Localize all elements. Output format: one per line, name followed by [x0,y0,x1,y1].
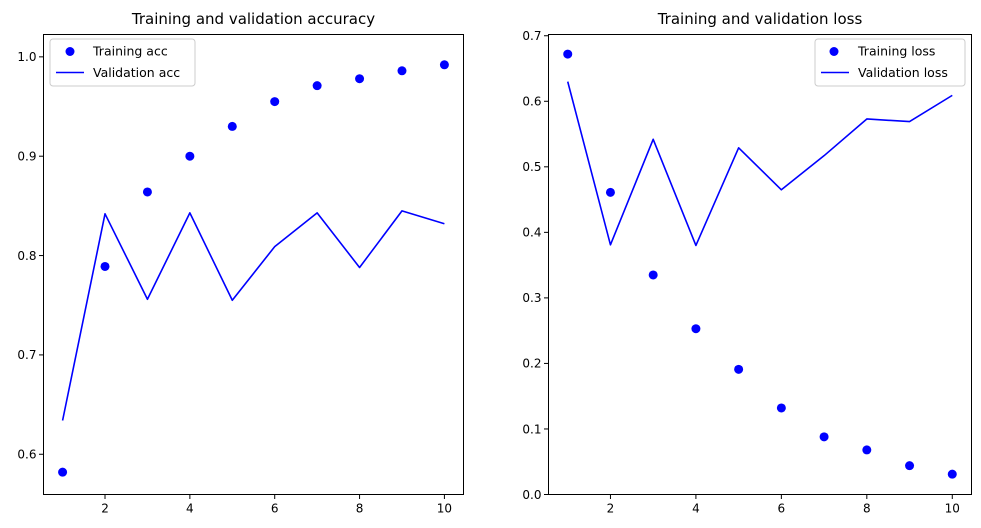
legend-marker-training-acc [65,47,75,56]
legend-box [814,38,966,87]
training-acc-point [142,187,152,197]
training-acc-point [439,60,449,70]
legend-label-training-loss: Training loss [857,44,935,59]
y-tick-label: 0.7 [522,29,541,43]
accuracy-chart-legend: Training acc Validation acc [49,38,196,87]
x-tick-label: 10 [437,502,452,516]
accuracy-chart-marks [58,60,449,477]
x-tick-label: 6 [271,502,279,516]
training-loss-point [691,324,701,334]
training-loss-point [862,445,872,455]
training-acc-point [397,66,407,76]
training-acc-point [227,121,237,131]
y-tick-label: 0.8 [17,249,36,263]
training-loss-point [605,187,615,197]
training-loss-point [648,270,658,280]
loss-chart-title: Training and validation loss [657,10,863,28]
training-loss-point [734,364,744,374]
training-loss-point [819,432,829,442]
y-tick-label: 0.3 [522,291,541,305]
training-acc-point [58,467,68,477]
loss-chart: Training and validation loss 2 4 6 8 10 0.0 0.… [522,10,972,516]
legend-box [49,38,196,87]
y-tick-label: 0.4 [522,226,541,240]
y-tick-label: 0.1 [522,422,541,436]
y-tick-label: 0.5 [522,160,541,174]
accuracy-chart: Training and validation accuracy 2 4 6 8 10 0… [17,10,464,516]
x-tick-label: 8 [863,502,871,516]
training-loss-point [947,469,957,479]
training-loss-point [905,461,915,471]
accuracy-chart-frame [43,34,464,495]
y-tick-label: 0.6 [17,448,36,462]
legend-marker-training-loss [829,47,839,56]
training-acc-point [100,261,110,271]
validation-loss-line [566,81,953,247]
y-tick-label: 0.9 [17,150,36,164]
training-loss-point [563,49,573,59]
loss-chart-frame [548,34,972,495]
accuracy-chart-ticks: 2 4 6 8 10 0.6 0.7 0.8 0.9 1.0 [17,50,452,515]
y-tick-label: 1.0 [17,50,36,64]
x-tick-label: 6 [778,502,786,516]
y-tick-label: 0.2 [522,357,541,371]
y-tick-label: 0.7 [17,348,36,362]
x-tick-label: 2 [101,502,109,516]
x-tick-label: 4 [692,502,700,516]
y-tick-label: 0.0 [522,488,541,502]
legend-label-training-acc: Training acc [92,44,168,59]
validation-acc-line [61,210,445,421]
training-acc-point [312,81,322,91]
y-tick-label: 0.6 [522,95,541,109]
training-loss-point [776,403,786,413]
training-acc-point [185,151,195,161]
training-acc-point [270,97,280,107]
legend-label-validation-loss: Validation loss [858,65,948,80]
x-tick-label: 8 [356,502,364,516]
loss-chart-marks [563,49,957,479]
loss-chart-legend: Training loss Validation loss [814,38,966,87]
training-acc-point [355,74,365,84]
loss-chart-ticks: 2 4 6 8 10 0.0 0.1 0.2 0.3 0.4 0.5 0.6 0.7 [522,29,960,515]
x-tick-label: 10 [945,502,960,516]
accuracy-chart-title: Training and validation accuracy [131,10,375,28]
x-tick-label: 2 [607,502,615,516]
x-tick-label: 4 [186,502,194,516]
legend-label-validation-acc: Validation acc [93,65,180,80]
